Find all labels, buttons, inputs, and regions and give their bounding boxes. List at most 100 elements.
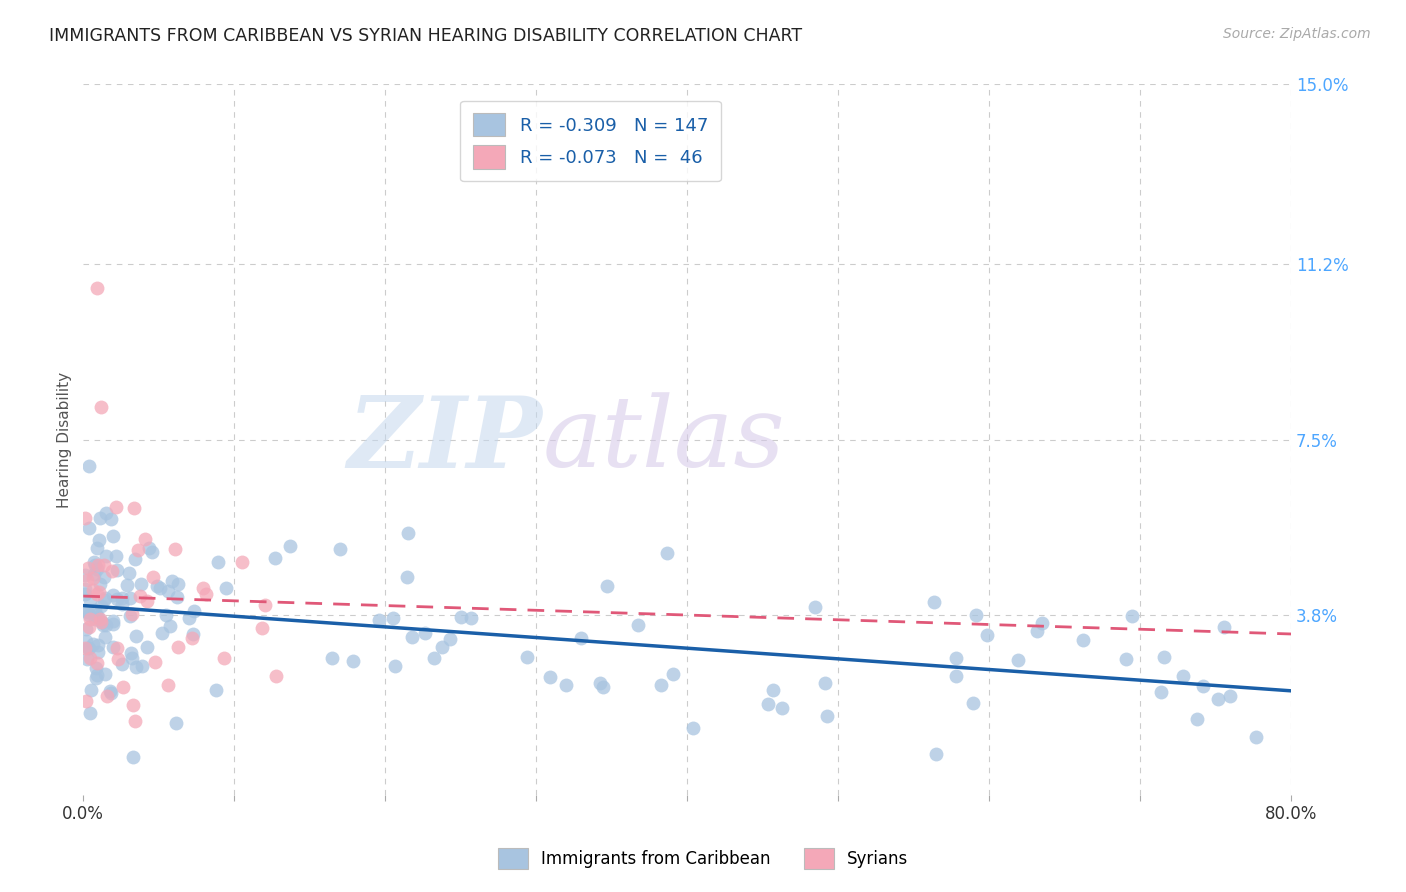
Point — [1219, 689, 1241, 703]
Point — [432, 640, 454, 654]
Point — [101, 529, 124, 543]
Point — [976, 627, 998, 641]
Point — [98, 684, 121, 698]
Point — [86, 541, 108, 556]
Point — [924, 747, 946, 761]
Point — [155, 608, 177, 623]
Point — [650, 678, 672, 692]
Point — [77, 521, 100, 535]
Point — [1171, 669, 1194, 683]
Point — [121, 607, 143, 621]
Text: ZIP: ZIP — [347, 392, 543, 488]
Point — [1007, 653, 1029, 667]
Point — [150, 626, 173, 640]
Point — [592, 680, 614, 694]
Point — [94, 630, 117, 644]
Point — [87, 638, 110, 652]
Point — [76, 605, 98, 619]
Point — [87, 610, 110, 624]
Point — [1025, 624, 1047, 638]
Point — [142, 570, 165, 584]
Point — [183, 604, 205, 618]
Point — [105, 563, 128, 577]
Point — [94, 591, 117, 605]
Point — [136, 593, 159, 607]
Point — [87, 585, 110, 599]
Point — [945, 669, 967, 683]
Point — [253, 599, 276, 613]
Point — [922, 595, 945, 609]
Point — [94, 549, 117, 564]
Point — [104, 549, 127, 563]
Point — [90, 400, 112, 414]
Point — [75, 582, 97, 597]
Point — [89, 577, 111, 591]
Point — [165, 715, 187, 730]
Text: atlas: atlas — [543, 392, 785, 487]
Point — [138, 541, 160, 555]
Point — [193, 581, 215, 595]
Point — [122, 501, 145, 516]
Point — [82, 637, 104, 651]
Point — [94, 507, 117, 521]
Point — [762, 683, 785, 698]
Point — [662, 667, 685, 681]
Point — [181, 627, 204, 641]
Point — [136, 640, 159, 654]
Point — [93, 593, 115, 607]
Point — [87, 645, 110, 659]
Point — [815, 709, 838, 723]
Point — [329, 542, 352, 557]
Point — [159, 619, 181, 633]
Point — [212, 650, 235, 665]
Point — [384, 659, 406, 673]
Point — [83, 555, 105, 569]
Point — [90, 615, 112, 630]
Point — [111, 680, 134, 694]
Point — [100, 565, 122, 579]
Point — [1071, 633, 1094, 648]
Point — [87, 533, 110, 547]
Point — [79, 612, 101, 626]
Point — [127, 543, 149, 558]
Point — [121, 651, 143, 665]
Point — [569, 632, 592, 646]
Point — [945, 650, 967, 665]
Point — [101, 588, 124, 602]
Point — [657, 546, 679, 560]
Point — [94, 618, 117, 632]
Point — [207, 555, 229, 569]
Point — [1153, 649, 1175, 664]
Point — [84, 608, 107, 623]
Point — [75, 634, 97, 648]
Point — [86, 657, 108, 671]
Point — [149, 582, 172, 596]
Point — [86, 671, 108, 685]
Point — [86, 562, 108, 576]
Point — [770, 701, 793, 715]
Point — [1185, 712, 1208, 726]
Point — [554, 678, 576, 692]
Point — [682, 721, 704, 735]
Point — [120, 609, 142, 624]
Point — [134, 532, 156, 546]
Point — [82, 571, 104, 585]
Point — [83, 603, 105, 617]
Point — [396, 525, 419, 540]
Point — [1031, 615, 1053, 630]
Point — [77, 607, 100, 622]
Point — [1192, 679, 1215, 693]
Point — [181, 632, 204, 646]
Point — [76, 651, 98, 665]
Point — [100, 686, 122, 700]
Text: Source: ZipAtlas.com: Source: ZipAtlas.com — [1223, 27, 1371, 41]
Point — [89, 510, 111, 524]
Y-axis label: Hearing Disability: Hearing Disability — [58, 372, 72, 508]
Point — [87, 558, 110, 573]
Point — [129, 589, 152, 603]
Point — [77, 640, 100, 655]
Point — [75, 622, 97, 636]
Point — [167, 577, 190, 591]
Point — [76, 641, 98, 656]
Point — [77, 458, 100, 473]
